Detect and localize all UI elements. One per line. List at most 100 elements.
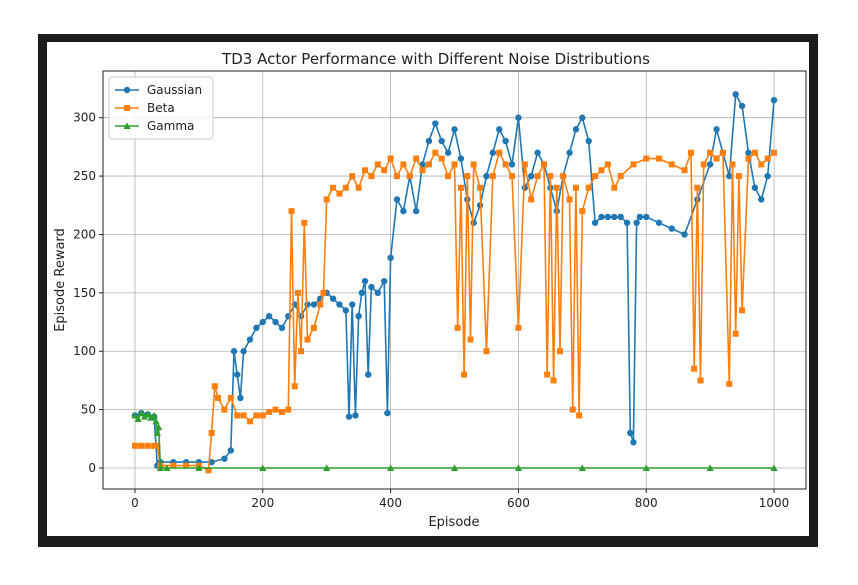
point-gaussian (265, 312, 273, 320)
point-gaussian (412, 207, 420, 215)
point-beta (336, 190, 343, 197)
point-gaussian (630, 439, 637, 446)
point-gaussian (349, 301, 356, 308)
point-beta (205, 467, 212, 474)
point-beta (330, 184, 337, 191)
point-gaussian (579, 114, 586, 121)
point-gamma (578, 464, 586, 471)
point-gaussian (425, 137, 433, 145)
point-gaussian (611, 213, 618, 221)
point-beta (521, 161, 528, 168)
legend-label: Gaussian (147, 83, 202, 97)
y-axis-label: Episode Reward (53, 228, 68, 332)
chart-title: TD3 Actor Performance with Different Noi… (221, 50, 650, 68)
point-beta (509, 173, 516, 180)
point-beta (598, 167, 605, 174)
point-gaussian (227, 447, 235, 454)
point-beta (502, 161, 509, 168)
point-gaussian (508, 161, 516, 168)
y-tick-label: 200 (73, 227, 96, 241)
point-beta (425, 161, 432, 168)
point-beta (151, 442, 158, 449)
point-beta (208, 429, 215, 436)
point-beta (745, 155, 752, 162)
point-gaussian (221, 455, 228, 462)
series-layer (131, 91, 778, 474)
point-beta (461, 371, 468, 378)
x-tick-label: 800 (635, 496, 658, 510)
series-line-beta (135, 151, 775, 472)
point-beta (131, 442, 138, 449)
point-gaussian (470, 219, 477, 226)
point-beta (604, 161, 611, 168)
series-gaussian (131, 91, 778, 469)
point-gaussian (374, 289, 382, 297)
point-beta (579, 208, 586, 215)
point-gaussian (591, 219, 599, 226)
point-gaussian (352, 412, 359, 419)
point-beta (288, 208, 295, 215)
y-tick-label: 250 (73, 169, 96, 183)
point-beta (489, 173, 496, 180)
point-gaussian (534, 149, 541, 156)
point-beta (569, 406, 576, 413)
point-beta (540, 161, 547, 168)
point-gaussian (310, 301, 318, 308)
figure: TD3 Actor Performance with Different Noi… (47, 42, 809, 536)
point-gamma (134, 415, 142, 422)
point-gaussian (365, 371, 372, 378)
x-tick-label: 400 (379, 496, 402, 510)
y-tick-label: 150 (73, 286, 96, 300)
point-gaussian (400, 207, 407, 215)
point-beta (726, 380, 733, 387)
point-gaussian (732, 91, 739, 98)
point-beta (534, 173, 541, 180)
point-gaussian (572, 126, 580, 133)
point-gaussian (643, 213, 650, 221)
point-beta (211, 383, 218, 390)
point-beta (342, 184, 349, 191)
point-beta (454, 324, 461, 331)
legend-box (108, 76, 214, 140)
point-gaussian (329, 295, 337, 302)
point-gaussian (636, 213, 644, 221)
point-beta (470, 161, 477, 168)
point-beta (576, 412, 583, 419)
point-gamma (147, 414, 155, 421)
x-tick-label: 1000 (759, 496, 790, 510)
axes-frame (102, 70, 807, 490)
point-gamma (137, 409, 145, 417)
point-beta (547, 173, 554, 180)
point-gaussian (770, 96, 778, 104)
point-gamma (153, 429, 161, 436)
point-gamma (163, 464, 171, 471)
point-beta (374, 161, 381, 168)
point-beta (758, 161, 765, 168)
point-gaussian (444, 149, 452, 156)
point-beta (291, 383, 298, 390)
point-gaussian (246, 336, 254, 343)
point-beta (240, 412, 247, 419)
point-gaussian (336, 301, 343, 308)
point-gamma (770, 464, 778, 471)
legend-label: Beta (147, 101, 175, 115)
point-gaussian (655, 219, 663, 226)
point-gaussian (604, 213, 612, 221)
point-beta (246, 418, 253, 425)
point-beta (259, 412, 266, 419)
point-beta (467, 336, 474, 343)
point-beta (572, 184, 579, 191)
point-beta (617, 173, 624, 180)
point-gaussian (432, 120, 439, 127)
point-beta (691, 365, 698, 372)
point-gaussian (585, 137, 592, 145)
point-beta (729, 161, 736, 168)
point-beta (751, 149, 758, 156)
point-gaussian (384, 409, 391, 417)
point-gaussian (234, 371, 241, 378)
point-beta (464, 173, 471, 180)
point-beta (643, 155, 650, 162)
series-beta (131, 149, 778, 474)
point-beta (266, 408, 273, 415)
point-beta (393, 173, 400, 180)
